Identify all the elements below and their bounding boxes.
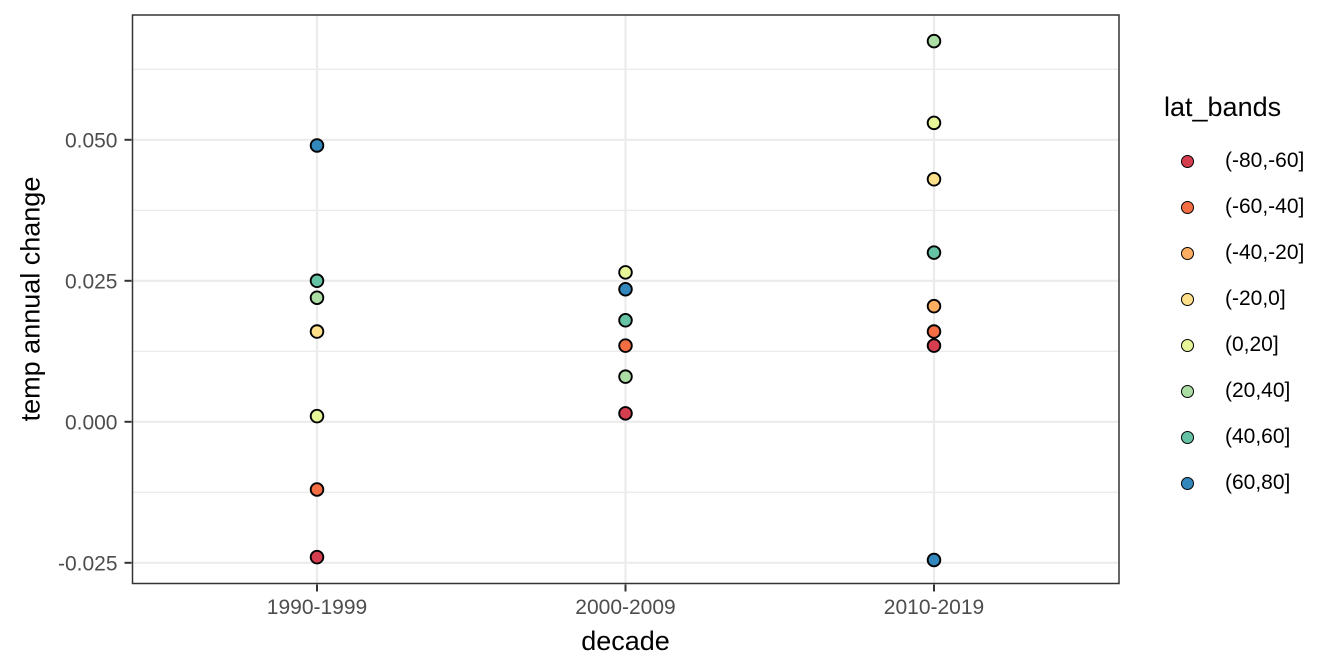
data-point	[309, 482, 325, 497]
data-point	[926, 324, 942, 339]
legend-key-circle-icon	[1181, 384, 1194, 398]
data-point	[618, 369, 633, 384]
data-point	[618, 313, 633, 328]
y-tick-label: 0.050	[65, 129, 118, 152]
legend-item: (-60,-40]	[1164, 184, 1304, 230]
legend-item: (-40,-20]	[1164, 230, 1304, 276]
legend-item-label: (-60,-40]	[1225, 195, 1305, 218]
legend-item: (0,20]	[1164, 322, 1304, 368]
x-tick-label: 1990-1999	[267, 596, 367, 619]
y-tick-label: 0.000	[65, 411, 118, 434]
data-point	[309, 324, 325, 339]
legend-key-circle-icon	[1181, 476, 1194, 490]
legend-item-label: (-80,-60]	[1225, 149, 1305, 172]
legend-item: (-20,0]	[1164, 276, 1304, 322]
legend-item-label: (60,80]	[1225, 471, 1291, 494]
legend-key-circle-icon	[1181, 246, 1194, 260]
data-point	[309, 408, 325, 424]
panel-border	[131, 14, 1120, 585]
data-point	[309, 138, 325, 153]
y-tick-label: 0.025	[65, 270, 118, 293]
data-point	[618, 282, 633, 297]
legend-items: (-80,-60] (-60,-40] (-40,-20] (-20,0] (0,20]…	[1164, 138, 1304, 506]
legend-key-circle-icon	[1181, 338, 1194, 352]
x-tick-label: 2000-2009	[575, 596, 675, 619]
data-point	[926, 33, 942, 49]
legend-item: (60,80]	[1164, 460, 1304, 506]
data-point	[309, 273, 325, 289]
data-point	[618, 265, 633, 280]
data-point	[926, 245, 942, 260]
data-point	[618, 406, 633, 421]
data-point	[926, 338, 942, 353]
y-tick-label: -0.025	[58, 552, 118, 575]
data-point	[926, 115, 942, 131]
data-point	[926, 172, 942, 187]
legend-item-label: (-20,0]	[1225, 287, 1286, 310]
legend-key-circle-icon	[1181, 292, 1194, 306]
legend-item: (20,40]	[1164, 368, 1304, 414]
legend-item-label: (20,40]	[1225, 379, 1291, 402]
legend-title: lat_bands	[1164, 92, 1282, 122]
data-point	[309, 290, 325, 305]
legend-item: (-80,-60]	[1164, 138, 1304, 184]
x-axis-title: decade	[581, 626, 670, 656]
legend-key-circle-icon	[1181, 154, 1194, 168]
x-tick-label: 2010-2019	[884, 596, 984, 619]
data-point	[926, 298, 942, 314]
data-point	[926, 552, 942, 568]
legend-item-label: (0,20]	[1225, 333, 1279, 356]
legend-key-circle-icon	[1181, 200, 1194, 214]
legend-key-circle-icon	[1181, 430, 1194, 444]
legend-item-label: (40,60]	[1225, 425, 1291, 448]
data-point	[618, 338, 633, 353]
data-point	[309, 549, 325, 565]
legend-item-label: (-40,-20]	[1225, 241, 1305, 264]
y-axis-title: temp annual change	[15, 176, 46, 422]
legend-item: (40,60]	[1164, 414, 1304, 460]
